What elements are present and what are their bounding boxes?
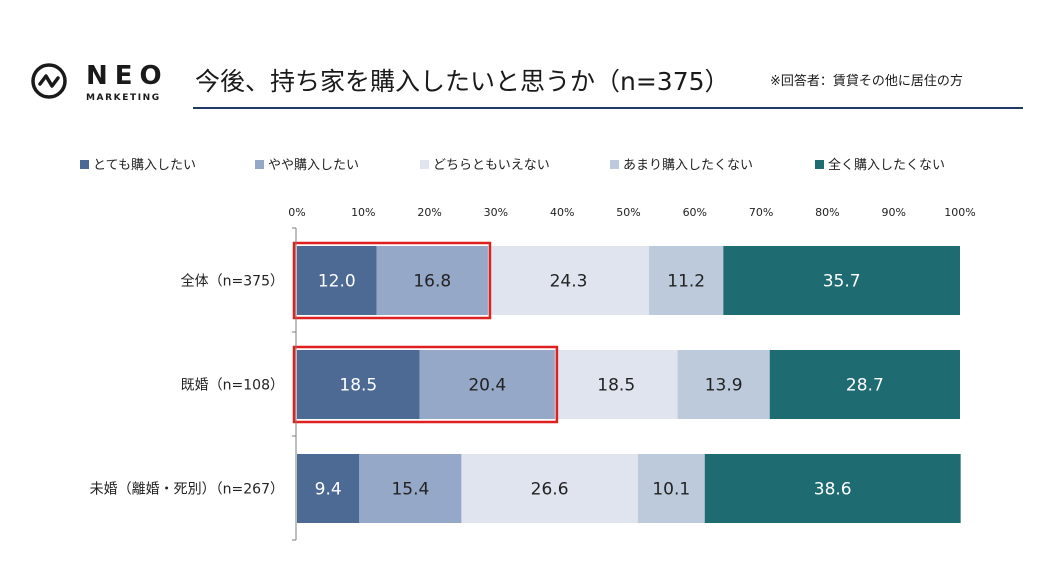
- legend-swatch-4: [815, 160, 824, 169]
- bar-value-label: 20.4: [468, 376, 506, 396]
- legend-swatch-3: [610, 160, 619, 169]
- bar-segment: [376, 246, 488, 315]
- bar-value-label: 9.4: [315, 480, 342, 500]
- category-label: 全体（n=375）: [181, 273, 284, 290]
- bar-segment: [649, 246, 724, 315]
- bar-segment: [487, 246, 650, 315]
- x-tick-label: 50%: [616, 206, 640, 219]
- x-tick-label: 30%: [484, 206, 508, 219]
- bar-segment: [297, 246, 377, 315]
- highlight-box: [292, 241, 492, 320]
- bar-segment: [677, 350, 770, 419]
- bar-value-label: 13.9: [705, 376, 743, 396]
- bar-value-label: 38.6: [814, 480, 852, 500]
- x-axis-ticks: 0% 10% 20% 30% 40% 50% 60% 70% 80% 90% 100%: [288, 206, 975, 219]
- category-label: 未婚（離婚・死別）（n=267）: [90, 481, 284, 498]
- x-tick-label: 90%: [881, 206, 905, 219]
- bar-value-label: 10.1: [652, 480, 690, 500]
- legend-label-2: どちらともいえない: [433, 158, 550, 173]
- bar-value-label: 11.2: [667, 272, 705, 292]
- logo-wordmark: NEO: [86, 61, 169, 91]
- bar-segment: [297, 350, 420, 419]
- legend-label-0: とても購入したい: [93, 158, 196, 173]
- legend-swatch-2: [420, 160, 429, 169]
- x-tick-label: 10%: [351, 206, 375, 219]
- legend-label-3: あまり購入したくない: [623, 158, 753, 173]
- bar-segment: [637, 454, 705, 523]
- legend: とても購入したい やや購入したい どちらともいえない あまり購入したくない 全く購入した…: [80, 157, 945, 173]
- bar-segment: [554, 350, 678, 419]
- x-tick-label: 80%: [815, 206, 839, 219]
- bar-value-label: 15.4: [391, 480, 429, 500]
- bar-value-label: 28.7: [846, 376, 884, 396]
- bar-value-label: 18.5: [339, 376, 377, 396]
- bar-value-label: 18.5: [597, 376, 635, 396]
- bar-value-label: 16.8: [413, 272, 451, 292]
- bar-segment: [769, 350, 960, 419]
- x-tick-label: 0%: [288, 206, 305, 219]
- x-tick-label: 60%: [683, 206, 707, 219]
- bar-value-label: 26.6: [531, 480, 569, 500]
- legend-label-4: 全く購入したくない: [828, 157, 945, 173]
- bar-value-label: 35.7: [823, 272, 861, 292]
- title-underline: [193, 107, 1023, 109]
- bar-segment: [723, 246, 960, 315]
- x-tick-label: 70%: [749, 206, 773, 219]
- x-tick-label: 40%: [550, 206, 574, 219]
- category-label: 既婚（n=108）: [181, 378, 284, 394]
- respondent-note: ※回答者：賃貸その他に居住の方: [770, 74, 963, 89]
- x-tick-label: 20%: [417, 206, 441, 219]
- legend-label-1: やや購入したい: [268, 158, 359, 173]
- neo-marketing-logo: NEO MARKETING: [30, 60, 180, 108]
- highlight-box: [292, 345, 559, 424]
- logo-subtext: MARKETING: [86, 93, 161, 103]
- legend-swatch-1: [255, 160, 264, 169]
- x-tick-label: 100%: [944, 206, 975, 219]
- chart-title: 今後、持ち家を購入したいと思うか（n=375）: [195, 67, 730, 96]
- logo-wave-icon: [31, 63, 67, 99]
- category-labels: 全体（n=375） 既婚（n=108） 未婚（離婚・死別）（n=267）: [90, 273, 284, 498]
- bar-segment: [419, 350, 555, 419]
- legend-swatch-0: [80, 160, 89, 169]
- bar-value-label: 24.3: [550, 272, 588, 292]
- bar-segment: [704, 454, 961, 523]
- highlight-boxes: [292, 241, 559, 424]
- bar-segment: [359, 454, 462, 523]
- bar-segment: [461, 454, 638, 523]
- bars: 12.0 16.8 24.3 11.2 35.7 18.5 20.4 18.5 13.9 28.7…: [297, 246, 961, 523]
- bar-segment: [297, 454, 360, 523]
- bar-value-label: 12.0: [318, 272, 356, 292]
